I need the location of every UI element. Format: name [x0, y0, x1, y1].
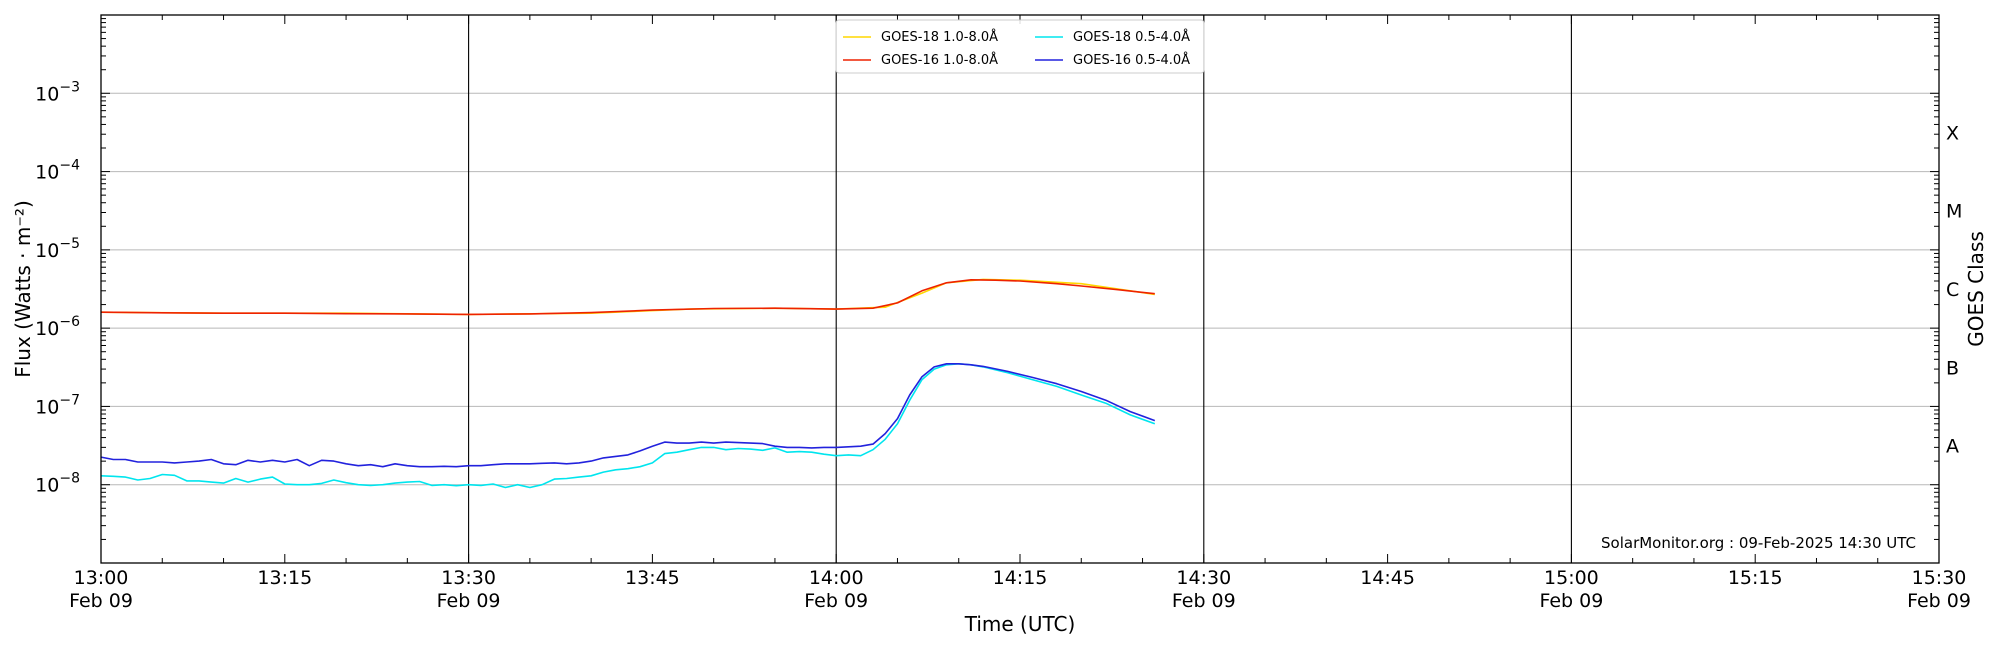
goes-class-B: B: [1946, 357, 1959, 379]
series-line-3: [100, 363, 1156, 468]
x-tick-label: 13:00: [74, 567, 129, 589]
y-tick-exponent: −4: [59, 158, 80, 174]
x-axis-label: Time (UTC): [964, 612, 1076, 636]
y-tick-base: 10: [35, 83, 59, 105]
y-tick-exponent: −7: [59, 392, 80, 408]
x-tick-label: 14:15: [993, 567, 1048, 589]
y-tick-base: 10: [35, 240, 59, 262]
x-tick-date-label: Feb 09: [804, 590, 868, 612]
y-tick-base: 10: [35, 396, 59, 418]
legend-label-goes16-short: GOES-16 0.5-4.0Å: [1073, 52, 1190, 68]
y-tick-exponent: −6: [59, 314, 80, 330]
legend-label-goes18-long: GOES-18 1.0-8.0Å: [881, 29, 998, 45]
y-tick-label: 10−6: [35, 314, 80, 340]
series-line-1: [100, 279, 1155, 316]
x-tick-label: 15:00: [1544, 567, 1599, 589]
right-axis-label: GOES Class: [1964, 231, 1988, 347]
x-tick-label: 14:45: [1360, 567, 1415, 589]
x-tick-label: 13:15: [257, 567, 312, 589]
x-tick-date-label: Feb 09: [1172, 590, 1236, 612]
goes-class-M: M: [1946, 201, 1962, 223]
x-tick-date-label: Feb 09: [437, 590, 501, 612]
x-tick-label: 13:45: [625, 567, 680, 589]
x-tick-label: 14:30: [1176, 567, 1231, 589]
x-tick-label: 15:30: [1912, 567, 1967, 589]
x-tick-label: 13:30: [441, 567, 496, 589]
legend: GOES-18 1.0-8.0Å GOES-16 1.0-8.0Å GOES-1…: [835, 19, 1205, 74]
y-axis-label: Flux (Watts · m⁻²): [11, 200, 35, 378]
legend-box: [835, 19, 1205, 74]
series-line-0: [100, 278, 1155, 316]
y-tick-exponent: −3: [59, 79, 80, 95]
flux-series: [100, 278, 1156, 489]
watermark: SolarMonitor.org : 09-Feb-2025 14:30 UTC: [1601, 534, 1916, 552]
y-tick-label: 10−3: [35, 79, 80, 105]
y-tick-exponent: −8: [59, 471, 80, 487]
y-tick-labels: 10−810−710−610−510−410−3: [35, 79, 80, 496]
x-tick-date-label: Feb 09: [1539, 590, 1603, 612]
y-tick-label: 10−5: [35, 236, 80, 262]
legend-label-goes18-short: GOES-18 0.5-4.0Å: [1073, 29, 1190, 45]
series-line-2: [100, 363, 1156, 489]
axis-ticks: [100, 15, 1940, 564]
y-tick-base: 10: [35, 318, 59, 340]
y-tick-label: 10−4: [35, 158, 80, 184]
day-marker-lines: [468, 15, 1572, 563]
y-tick-label: 10−8: [35, 471, 80, 497]
legend-label-goes16-long: GOES-16 1.0-8.0Å: [881, 52, 998, 68]
x-tick-label: 15:15: [1728, 567, 1783, 589]
x-tick-date-label: Feb 09: [1907, 590, 1971, 612]
y-tick-exponent: −5: [59, 236, 80, 252]
horizontal-gridlines: [101, 92, 1939, 486]
y-tick-label: 10−7: [35, 392, 80, 418]
goes-class-X: X: [1946, 122, 1959, 144]
goes-class-A: A: [1946, 436, 1959, 458]
x-tick-date-label: Feb 09: [69, 590, 133, 612]
plot-frame: [100, 14, 1940, 564]
x-tick-label: 14:00: [809, 567, 864, 589]
goes-class-C: C: [1946, 279, 1959, 301]
y-tick-base: 10: [35, 162, 59, 184]
goes-class-labels: A B C M X: [1946, 122, 1962, 457]
y-tick-base: 10: [35, 475, 59, 497]
